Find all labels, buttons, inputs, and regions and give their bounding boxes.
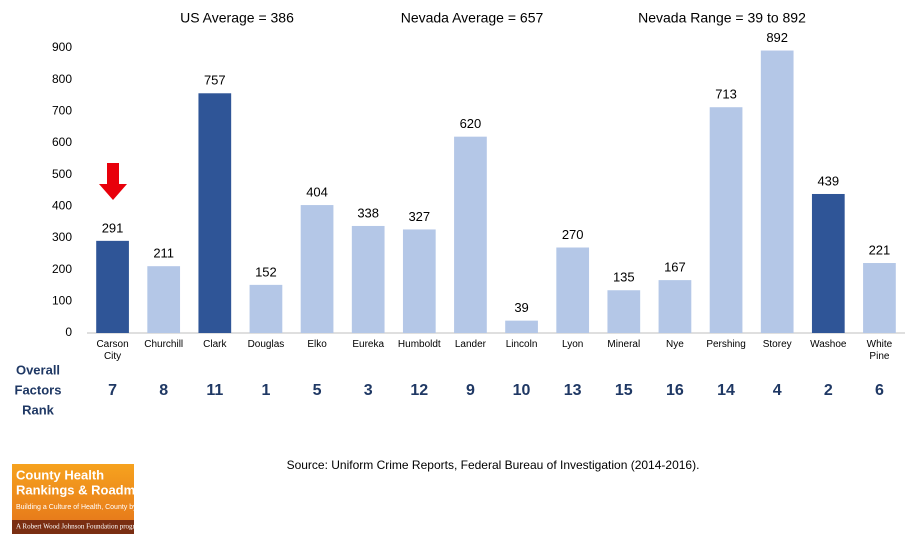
logo-band [12,520,134,534]
rank: 13 [564,382,582,399]
value-label: 135 [613,270,635,285]
bar [96,240,129,333]
x-tick-label: Storey [763,339,792,350]
rank: 14 [717,382,735,399]
bar [198,93,232,334]
rank: 6 [875,382,884,399]
logo-title: County Health [16,467,104,482]
y-tick-label: 600 [52,135,72,149]
x-tick-label: White Pine [867,339,893,362]
rank: 3 [364,382,373,399]
rank-label: Overall [16,362,60,377]
x-tick-label: Lyon [562,339,583,350]
bar [249,284,283,333]
x-tick-label: Clark [203,339,227,350]
x-tick-label: Mineral [607,339,640,350]
x-tick-label: Elko [307,339,327,350]
y-tick-label: 100 [52,294,72,308]
x-tick-label: Washoe [810,339,847,350]
annotation: Nevada Range = 39 to 892 [638,10,806,26]
bar [454,136,487,333]
arrow [99,163,127,200]
value-label: 713 [715,87,737,102]
value-label: 39 [514,300,528,315]
bar [760,50,794,334]
value-label: 167 [664,260,686,275]
value-label: 439 [817,173,839,188]
x-tick-label: Douglas [248,339,285,350]
y-tick-label: 800 [52,72,72,86]
rank: 4 [773,382,782,399]
y-tick-label: 300 [52,230,72,244]
bar [147,266,181,333]
y-tick-label: 400 [52,199,72,213]
y-tick-label: 900 [52,40,72,54]
rank: 1 [261,382,270,399]
y-tick-label: 200 [52,262,72,276]
bar [556,247,590,333]
value-label: 327 [408,209,430,224]
rank: 8 [159,382,168,399]
x-tick-label: Carson City [96,339,128,362]
bar [607,290,641,333]
value-label: 221 [869,242,891,257]
annotation: Nevada Average = 657 [401,10,544,26]
value-label: 291 [102,220,124,235]
rank: 10 [513,382,531,399]
bar [863,263,896,333]
value-label: 338 [357,205,379,220]
x-tick-label: Churchill [144,339,183,350]
bar [351,225,385,333]
rank: 2 [824,382,833,399]
logo-title: Rankings & Roadmaps [16,482,158,497]
bar [658,280,692,333]
x-tick-label: Lander [455,339,487,350]
rank: 16 [666,382,684,399]
rank: 5 [313,382,322,399]
x-tick-label: Pershing [706,339,745,350]
value-label: 620 [460,116,482,131]
value-label: 404 [306,185,328,200]
annotation: US Average = 386 [180,10,294,26]
bar [402,229,436,333]
rank: 7 [108,382,117,399]
bar [709,107,743,333]
rank: 15 [615,382,633,399]
source: Source: Uniform Crime Reports, Federal B… [287,458,700,472]
value-label: 152 [255,264,277,279]
rank: 11 [206,382,223,399]
bar [300,205,334,333]
rank-label: Factors [15,382,62,397]
y-tick-label: 0 [65,325,72,339]
rank-label: Rank [22,402,55,417]
rank: 9 [466,382,475,399]
bar [505,320,538,333]
bar [811,193,845,333]
y-tick-label: 700 [52,104,72,118]
value-label: 211 [153,246,174,261]
x-tick-label: Nye [666,339,684,350]
rank: 12 [410,382,428,399]
logo-tagline: Building a Culture of Health, County by … [16,504,161,511]
value-label: 757 [204,73,226,88]
y-tick-label: 500 [52,167,72,181]
value-label: 270 [562,227,584,242]
x-tick-label: Eureka [352,339,384,350]
x-tick-label: Humboldt [398,339,441,350]
logo-program: A Robert Wood Johnson Foundation program [16,523,144,531]
value-label: 892 [766,30,788,45]
x-tick-label: Lincoln [506,339,538,350]
